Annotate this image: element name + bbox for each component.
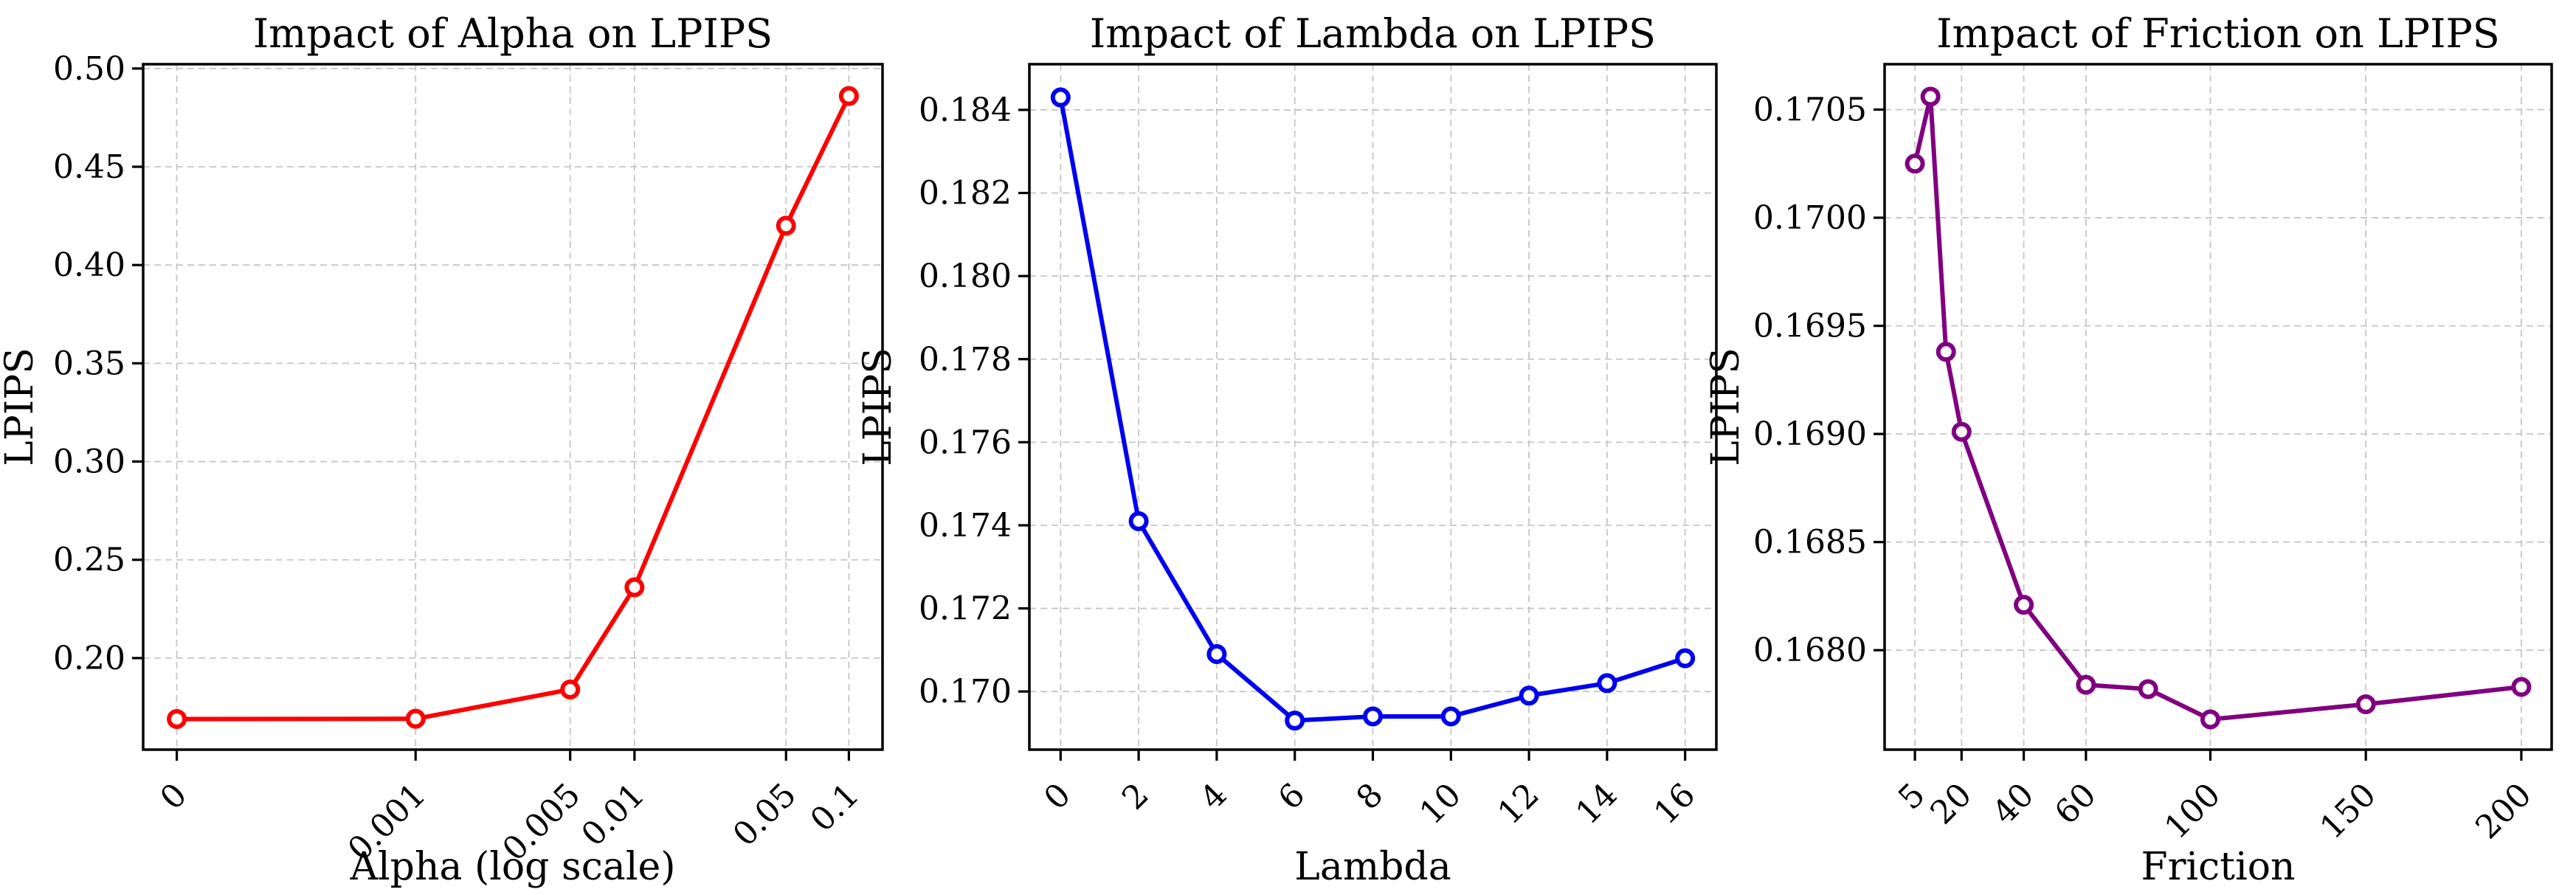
y-tick-label: 0.174 [919, 507, 1012, 545]
x-tick-label: 8 [1349, 776, 1390, 818]
data-point [1675, 648, 1696, 668]
data-point [1206, 644, 1227, 665]
x-tick-label: 0.1 [804, 776, 867, 840]
data-point [1905, 153, 1925, 174]
data-point [2511, 677, 2532, 697]
y-tick-label: 0.180 [919, 258, 1012, 295]
data-point [560, 679, 581, 699]
data-point [1128, 511, 1149, 531]
y-tick-label: 0.1680 [1753, 632, 1867, 669]
x-tick-label: 20 [1923, 776, 1979, 832]
y-axis-label: LPIPS [0, 348, 42, 466]
data-point [2138, 679, 2158, 699]
y-tick-label: 0.30 [53, 443, 125, 481]
y-tick-label: 0.20 [53, 640, 125, 677]
y-tick-label: 0.172 [919, 590, 1012, 628]
data-point [1597, 673, 1617, 694]
plot-border [142, 63, 884, 751]
x-axis-label: Alpha (log scale) [349, 845, 675, 889]
x-tick-label: 0 [1037, 776, 1078, 818]
x-tick-label: 10 [1412, 776, 1468, 832]
data-point [1951, 421, 1972, 442]
data-point [167, 708, 187, 729]
x-tick-label: 12 [1491, 776, 1547, 832]
x-tick-label: 4 [1193, 776, 1235, 818]
data-point [624, 577, 645, 598]
x-tick-label: 16 [1647, 776, 1703, 832]
data-point [1050, 87, 1071, 108]
y-tick-label: 0.50 [53, 50, 125, 88]
x-tick-label: 2 [1115, 776, 1156, 818]
data-point [2355, 694, 2376, 714]
x-tick-label: 0.05 [726, 776, 804, 854]
y-tick-label: 0.1705 [1753, 91, 1867, 129]
x-tick-label: 100 [2158, 776, 2228, 846]
data-point [2014, 595, 2034, 615]
x-tick-label: 0 [153, 776, 195, 818]
y-tick-label: 0.184 [919, 91, 1012, 129]
series-line [1913, 94, 2524, 722]
y-axis-label: LPIPS [856, 348, 900, 466]
data-point [776, 215, 796, 236]
y-tick-label: 0.25 [53, 542, 125, 579]
x-tick-label: 40 [1986, 776, 2042, 832]
chart-title: Impact of Friction on LPIPS [1936, 10, 2500, 57]
x-tick-label: 200 [2468, 776, 2538, 846]
data-point [1440, 706, 1461, 727]
y-tick-label: 0.1685 [1753, 524, 1867, 561]
y-tick-label: 0.176 [919, 424, 1012, 461]
x-tick-label: 60 [2048, 776, 2104, 832]
x-tick-label: 150 [2313, 776, 2383, 846]
x-tick-label: 5 [1891, 776, 1933, 818]
y-tick-label: 0.35 [53, 345, 125, 382]
y-tick-label: 0.40 [53, 246, 125, 284]
y-tick-label: 0.182 [919, 175, 1012, 212]
x-axis-label: Lambda [1294, 845, 1451, 889]
data-point [1519, 685, 1539, 706]
x-tick-label: 0.01 [574, 776, 652, 854]
y-tick-label: 0.1700 [1753, 199, 1867, 237]
data-point [1936, 342, 1956, 362]
data-point [405, 708, 426, 729]
data-point [838, 86, 859, 106]
y-tick-label: 0.178 [919, 341, 1012, 379]
data-point [1285, 711, 1305, 731]
y-tick-label: 0.45 [53, 148, 125, 186]
y-tick-label: 0.1695 [1753, 308, 1867, 345]
x-tick-label: 6 [1271, 776, 1313, 818]
x-tick-label: 14 [1569, 776, 1625, 832]
data-point [2076, 674, 2096, 695]
y-tick-label: 0.1690 [1753, 415, 1867, 453]
y-tick-label: 0.170 [919, 673, 1012, 711]
data-point [1363, 706, 1383, 727]
chart-title: Impact of Alpha on LPIPS [253, 10, 773, 57]
data-point [2200, 709, 2220, 730]
data-point [1920, 86, 1941, 107]
series-line [174, 94, 852, 722]
x-axis-label: Friction [2141, 845, 2295, 889]
chart-title: Impact of Lambda on LPIPS [1090, 10, 1656, 57]
subplot-friction: 520 40 60 100 150 200 0.1680 0.1685 0.1690 0.1695… [1704, 10, 2553, 889]
y-axis-label: LPIPS [1704, 348, 1748, 466]
subplot-lambda: 0 2 4 6 8 10 12 14 16 0.170 0.172 0.174 0.176 0.178 0.… [856, 10, 1718, 889]
plot-border [1883, 63, 2553, 751]
